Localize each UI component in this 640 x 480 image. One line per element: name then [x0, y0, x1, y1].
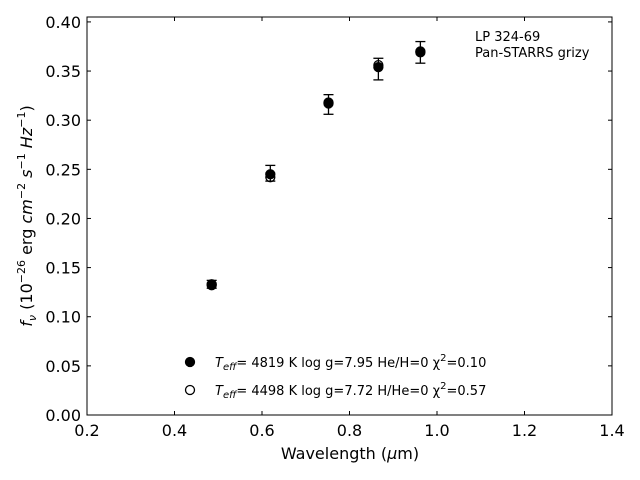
legend: Teff= 4819 K log g=7.95 He/H=0 χ2=0.10 Te… [184, 353, 486, 401]
y-tick-label: 0.40 [45, 13, 81, 32]
x-tick-label: 0.8 [337, 421, 362, 440]
model-point-open [373, 60, 384, 71]
x-tick-label: 0.4 [162, 421, 187, 440]
axes: 0.2 0.4 0.6 0.8 1.0 1.2 1.4 0.00 0.05 0.10 0.15 0.2… [45, 13, 624, 440]
model-point-open [265, 172, 276, 183]
annotation-line-2: Pan-STARRS grizy [475, 46, 590, 61]
y-tick-label: 0.30 [45, 111, 81, 130]
y-tick-label: 0.35 [45, 62, 81, 81]
legend-marker [184, 356, 196, 368]
y-tick-label: 0.20 [45, 209, 81, 228]
y-tick-label: 0.10 [45, 308, 81, 327]
y-tick-label: 0.00 [45, 406, 81, 425]
x-tick-label: 0.2 [74, 421, 99, 440]
x-tick-label: 0.6 [249, 421, 274, 440]
legend-marker [184, 384, 196, 396]
data-series [206, 40, 426, 291]
y-axis-label: fν (10−26 erg cm−2 s−1 Hz−1) [15, 105, 39, 326]
model-point-open [206, 280, 217, 291]
x-axis-label: Wavelength (μm) [281, 444, 419, 463]
chart-labels: LP 324-69 Pan-STARRS grizy Wavelength (μ… [15, 30, 590, 463]
annotation-line-1: LP 324-69 [475, 30, 540, 45]
y-tick-label: 0.05 [45, 357, 81, 376]
model-point-open [323, 98, 334, 109]
y-tick-label: 0.15 [45, 259, 81, 278]
y-tick-label: 0.25 [45, 160, 81, 179]
x-tick-label: 1.2 [512, 421, 537, 440]
legend-entry-text: Teff= 4498 K log g=7.72 H/He=0 χ2=0.57 [215, 381, 486, 401]
x-tick-label: 1.0 [424, 421, 449, 440]
model-point-filled [265, 169, 276, 180]
x-tick-label: 1.4 [599, 421, 624, 440]
legend-entry-text: Teff= 4819 K log g=7.95 He/H=0 χ2=0.10 [215, 353, 486, 373]
model-point-open [415, 46, 426, 57]
